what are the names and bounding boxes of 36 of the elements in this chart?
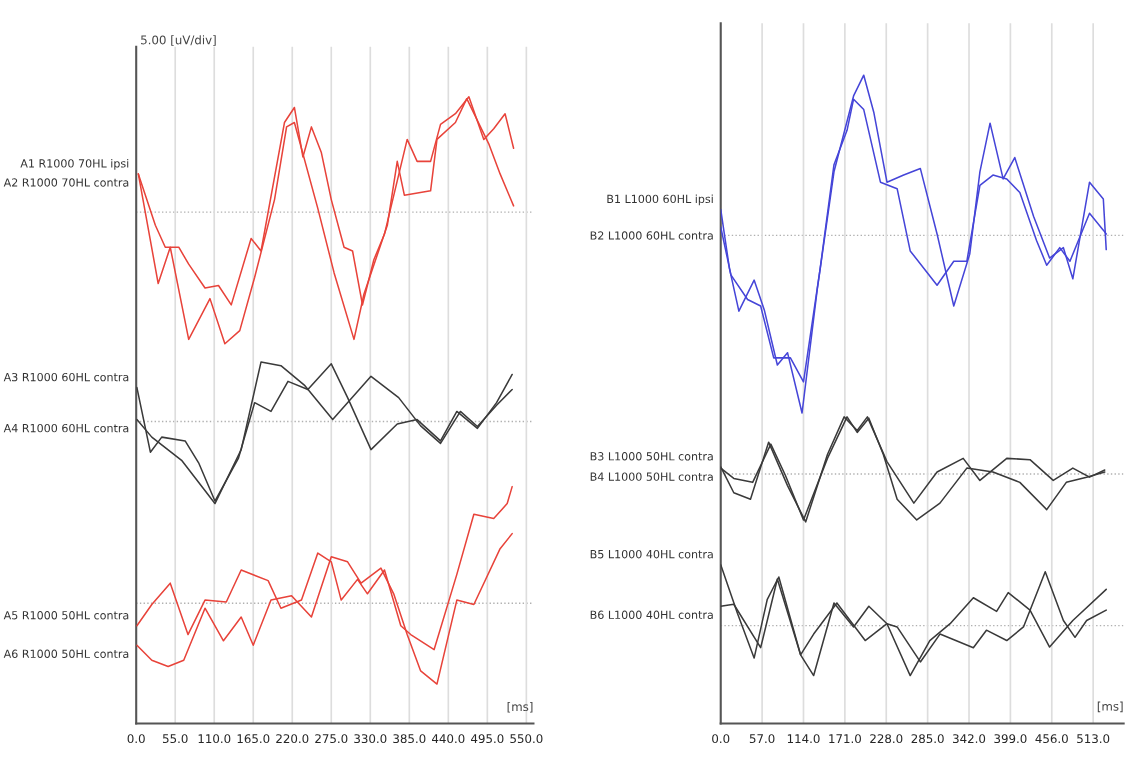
x-tick-label: 110.0 (198, 734, 231, 744)
series-label: B3 L1000 50HL contra (590, 452, 713, 461)
x-tick-label: 165.0 (237, 734, 270, 744)
x-tick-label: 0.0 (127, 734, 145, 744)
x-tick-label: 330.0 (354, 734, 387, 744)
x-tick-label: 456.0 (1035, 734, 1068, 744)
series-label: A3 R1000 60HL contra (3, 372, 129, 382)
series-label: A1 R1000 70HL ipsi (20, 158, 129, 170)
x-axis-title: [ms] (507, 701, 533, 713)
x-tick-label: 399.0 (994, 734, 1027, 744)
series-label: B2 L1000 60HL contra (590, 231, 713, 240)
series-label: B5 L1000 40HL contra (590, 549, 713, 559)
series-label: A5 R1000 50HL contra (3, 611, 129, 620)
x-tick-label: 285.0 (911, 734, 944, 744)
series-label: A4 R1000 60HL contra (3, 423, 129, 433)
y-axis-title: 5.00 [uV/div] (141, 35, 216, 46)
x-tick-label: 550.0 (510, 734, 543, 744)
x-tick-label: 495.0 (471, 734, 504, 744)
x-tick-label: 228.0 (870, 734, 903, 744)
series-label: B6 L1000 40HL contra (590, 610, 713, 619)
x-tick-label: 114.0 (787, 734, 820, 744)
x-tick-label: 55.0 (162, 734, 188, 744)
x-tick-label: 171.0 (829, 734, 861, 744)
series-label: B4 L1000 50HL contra (590, 472, 713, 481)
x-tick-label: 342.0 (953, 734, 986, 744)
series-label: A6 R1000 50HL contra (3, 649, 129, 658)
series-label: A2 R1000 70HL contra (3, 178, 129, 187)
x-tick-label: 0.0 (712, 734, 730, 744)
x-tick-label: 220.0 (276, 734, 309, 744)
x-axis-title: [ms] (1097, 701, 1123, 713)
x-tick-label: 385.0 (393, 734, 426, 744)
x-tick-label: 513.0 (1077, 734, 1110, 744)
x-tick-label: 57.0 (749, 734, 775, 744)
x-tick-label: 275.0 (315, 734, 348, 744)
x-tick-label: 440.0 (432, 734, 465, 744)
series-label: B1 L1000 60HL ipsi (607, 194, 713, 206)
